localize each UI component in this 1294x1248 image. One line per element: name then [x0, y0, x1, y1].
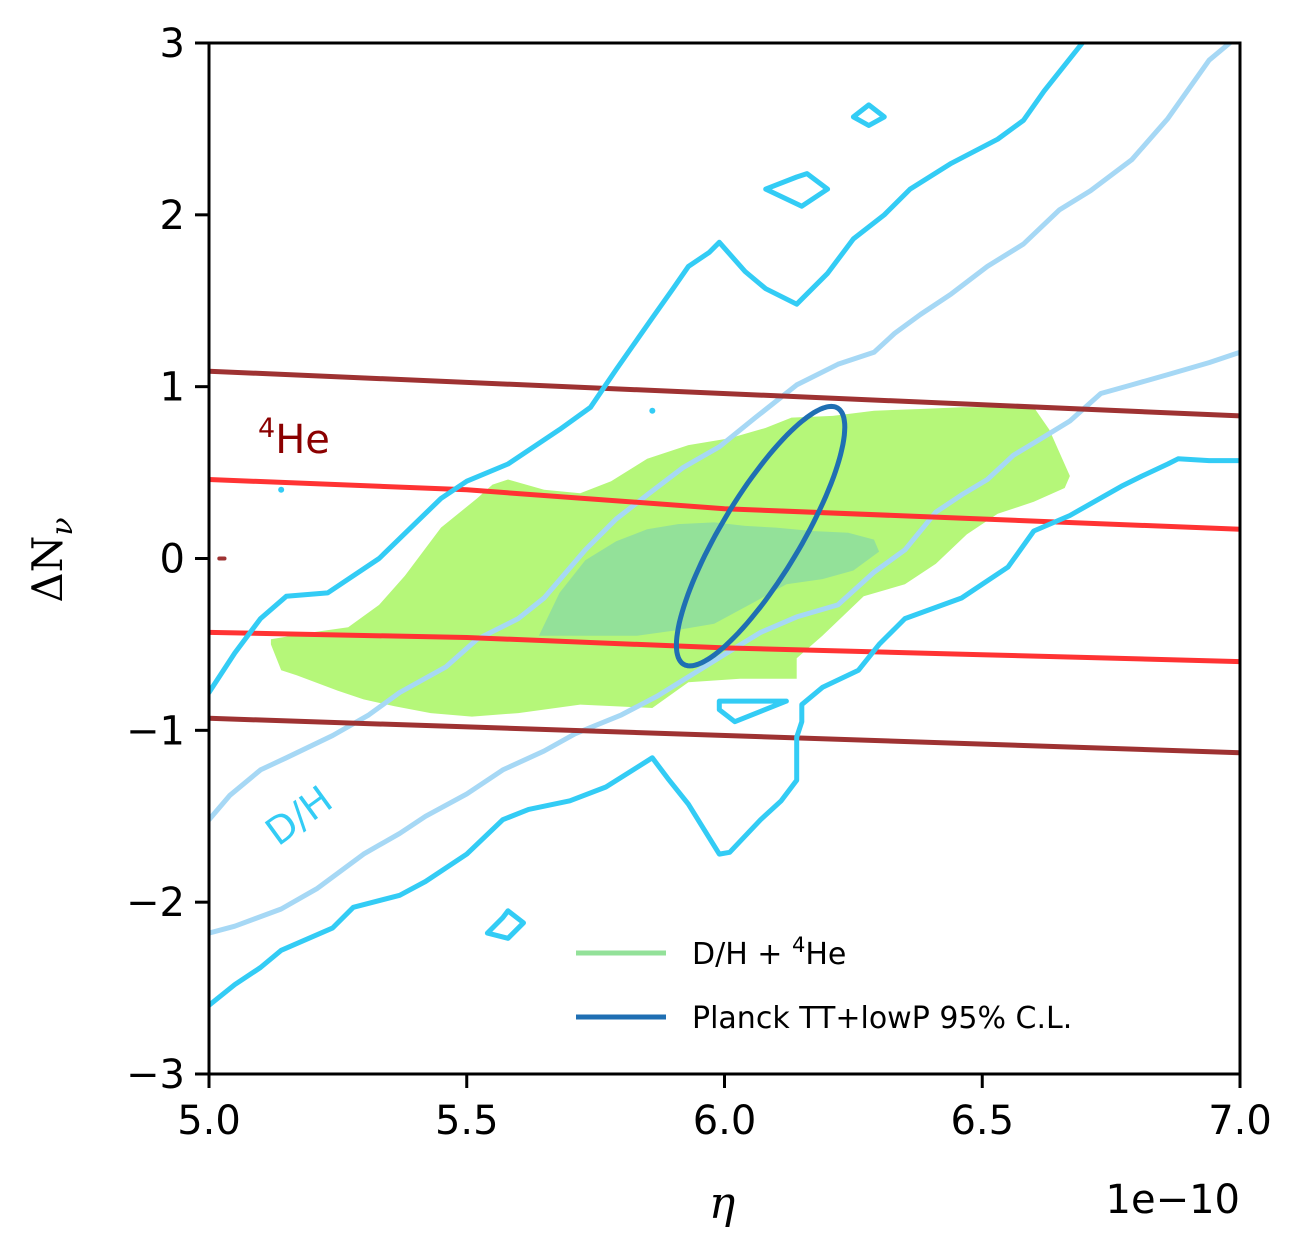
axis-ticks: 5.0 5.5 6.0 6.5 7.0 −3 −2 −1 0 1 2 3 [126, 21, 1272, 1144]
x-tick-label-2: 6.0 [693, 1098, 757, 1144]
he-outer-upper-line [209, 368, 1240, 419]
dh-island-1 [763, 171, 831, 209]
dh-inner-lower-contour [209, 349, 1240, 936]
dh-outer-upper-contour [209, 43, 1086, 695]
legend: D/H + 4He Planck TT+lowP 95% C.L. [576, 933, 1072, 1036]
dh-outer-lower-contour [209, 456, 1240, 1008]
x-axis-label: η [709, 1178, 735, 1229]
y-tick-label-1: −2 [126, 880, 185, 926]
y-tick-label-2: −1 [126, 708, 185, 754]
he-label-superscript: 4 [258, 413, 275, 444]
dh-dot-0 [649, 407, 656, 414]
legend-label-combined-tail: He [805, 937, 846, 972]
planck-95-contour [673, 403, 848, 669]
y-axis-label-main: ΔN [23, 536, 72, 603]
dh-dot-1 [278, 486, 285, 493]
he-outer-lower-line [209, 715, 1240, 756]
y-tick-label-4: 1 [160, 365, 185, 411]
legend-label-combined-main: D/H + [692, 937, 792, 972]
y-axis-label-sub: ν [45, 517, 80, 535]
y-tick-label-0: −3 [126, 1052, 185, 1098]
y-tick-label-6: 3 [160, 21, 185, 67]
x-tick-label-3: 6.5 [950, 1098, 1014, 1144]
he-label-text: He [275, 417, 330, 463]
dh-inner-upper-contour [209, 43, 1234, 823]
y-axis-label: ΔNν [23, 517, 80, 602]
x-tick-label-4: 7.0 [1208, 1098, 1272, 1144]
x-offset-label: 1e−10 [1106, 1177, 1240, 1223]
svg-text:ΔNν: ΔNν [23, 517, 80, 602]
dh-island-0 [484, 908, 526, 941]
plot-area [209, 43, 1240, 1008]
legend-label-combined: D/H + 4He [692, 933, 846, 972]
x-tick-label-1: 5.5 [435, 1098, 499, 1144]
legend-label-combined-sup: 4 [792, 933, 805, 957]
dh-island-3 [716, 698, 789, 725]
y-tick-label-3: 0 [160, 537, 185, 583]
x-tick-label-0: 5.0 [177, 1098, 241, 1144]
y-tick-label-5: 2 [160, 193, 185, 239]
he-label: 4He [258, 413, 330, 463]
dh-island-2 [850, 102, 887, 128]
he-inner-upper-line [209, 477, 1240, 532]
legend-label-planck: Planck TT+lowP 95% C.L. [692, 1001, 1072, 1036]
combined-68-region [538, 522, 880, 636]
